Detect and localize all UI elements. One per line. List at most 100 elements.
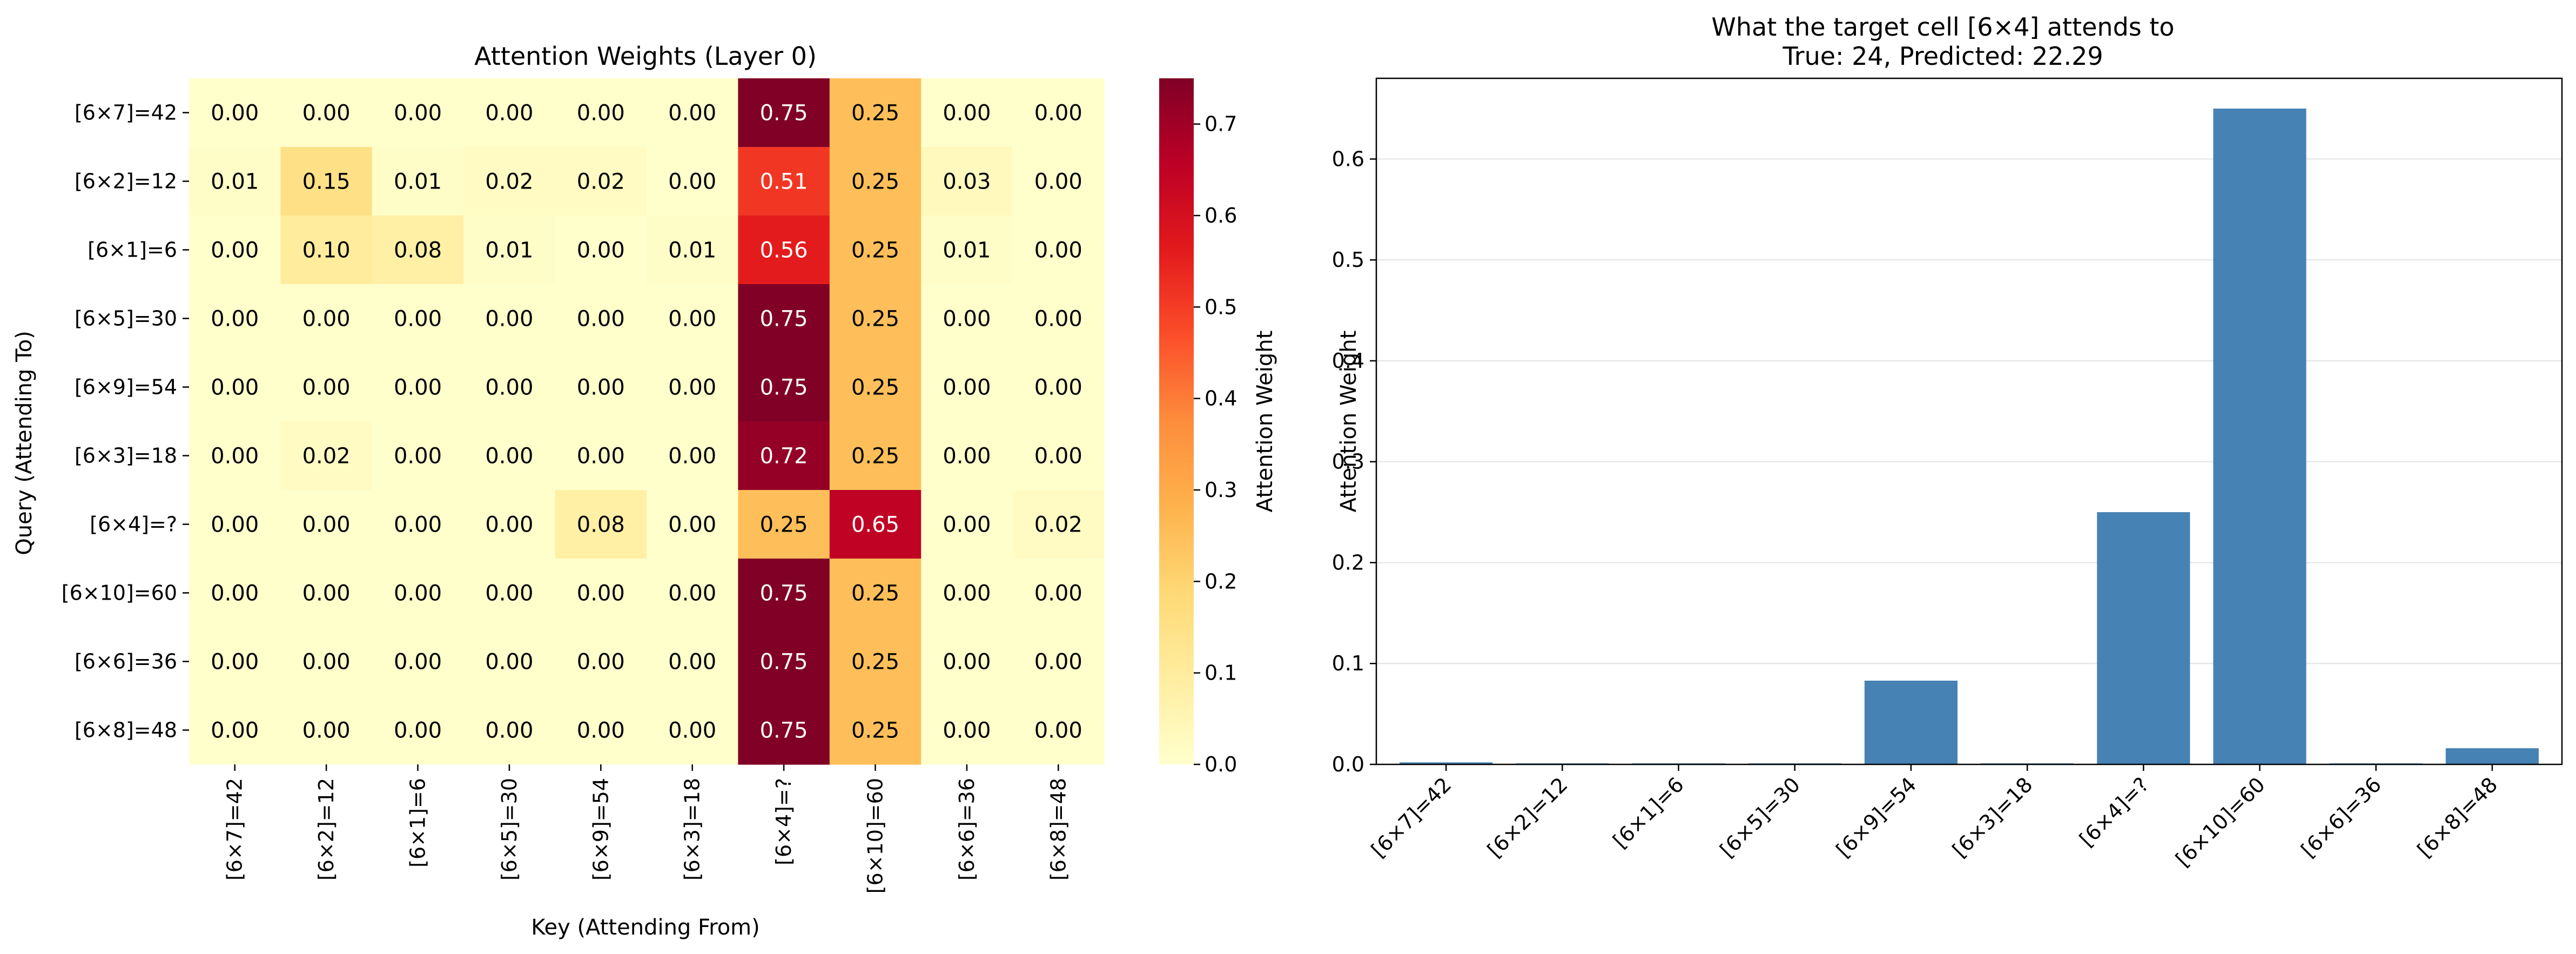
heatmap-cell-label: 0.75 [760, 718, 808, 743]
heatmap-cell [829, 353, 922, 422]
bar-chart-x-ticks: [6×7]=42 [6×2]=12 [6×1]=6 [6×5]=30 [6×9]=54 [… [1367, 764, 2502, 871]
heatmap-cell-label: 0.02 [1034, 513, 1082, 538]
heatmap-cell-label: 0.00 [577, 101, 625, 126]
heatmap-y-tick-label: [6×5]=30 [75, 307, 177, 331]
heatmap-cell-label: 0.01 [943, 238, 991, 263]
heatmap-cell [829, 559, 922, 628]
heatmap-cell [189, 353, 281, 422]
heatmap-cell-label: 0.00 [668, 581, 716, 606]
bar [1864, 680, 1958, 764]
heatmap-cell [555, 78, 647, 147]
heatmap-cell [738, 627, 830, 696]
heatmap-cell-label: 0.00 [1034, 650, 1082, 675]
heatmap-cell-label: 0.75 [760, 307, 808, 332]
bar [2445, 748, 2539, 764]
heatmap-cell [829, 216, 922, 285]
heatmap-cell-label: 0.00 [302, 307, 351, 332]
heatmap-cell [921, 559, 1013, 628]
heatmap-cell [647, 490, 738, 559]
heatmap-cell-label: 0.00 [1034, 581, 1082, 606]
heatmap-cell-label: 0.00 [943, 718, 991, 743]
colorbar-gradient [1159, 78, 1194, 764]
heatmap-cell-label: 0.00 [668, 101, 716, 126]
heatmap-cell [463, 216, 556, 285]
heatmap-cell-label: 0.00 [394, 718, 442, 743]
heatmap-cell-label: 0.03 [943, 170, 991, 194]
bar [2097, 512, 2190, 764]
bar-chart-bars [1400, 109, 2539, 764]
bar-chart-subtitle: True: 24, Predicted: 22.29 [1782, 42, 2103, 71]
heatmap-title: Attention Weights (Layer 0) [474, 42, 817, 71]
heatmap-cell [921, 421, 1013, 491]
heatmap-cell-label: 0.02 [577, 170, 625, 194]
heatmap-cell-label: 0.00 [302, 650, 351, 675]
colorbar-tick-label: 0.6 [1205, 204, 1237, 227]
heatmap-y-tick-label: [6×8]=48 [75, 718, 177, 742]
bar-chart-y-tick-label: 0.4 [1332, 349, 1364, 373]
bar-chart-x-tick-label: [6×6]=36 [2297, 772, 2386, 862]
heatmap-cell [647, 147, 738, 216]
heatmap-cell [1012, 696, 1105, 765]
heatmap-cell [1012, 627, 1105, 696]
heatmap-x-tick-label: [6×7]=42 [223, 778, 247, 881]
heatmap-cell-label: 0.02 [485, 170, 533, 194]
colorbar: 0.0 0.1 0.2 0.3 0.4 0.5 0.6 0.7 Attention Weigh… [1159, 78, 1277, 776]
heatmap-cell [463, 78, 556, 147]
heatmap-cell-label: 0.01 [668, 238, 716, 263]
heatmap-y-tick-label: [6×10]=60 [62, 581, 177, 605]
heatmap-cell-label: 0.00 [577, 307, 625, 332]
heatmap-cell [463, 353, 556, 422]
heatmap-cell [189, 696, 281, 765]
heatmap-cell [463, 559, 556, 628]
heatmap-cell-label: 0.00 [211, 718, 259, 743]
heatmap-cell-label: 0.25 [851, 238, 899, 263]
heatmap-cell-label: 0.01 [485, 238, 533, 263]
heatmap-cell [189, 421, 281, 491]
heatmap-cell [647, 216, 738, 285]
heatmap-cell-label: 0.25 [760, 513, 808, 538]
heatmap-cell [280, 147, 373, 216]
heatmap-x-axis-label: Key (Attending From) [531, 915, 760, 940]
heatmap-cell-label: 0.00 [302, 101, 351, 126]
heatmap-cell [555, 216, 647, 285]
heatmap-cell-label: 0.00 [577, 581, 625, 606]
heatmap-cell [555, 696, 647, 765]
colorbar-tick-label: 0.1 [1205, 661, 1237, 685]
heatmap-cell-label: 0.00 [1034, 101, 1082, 126]
heatmap-cell [738, 147, 830, 216]
heatmap-panel: Attention Weights (Layer 0) 0.00 0.00 0.00… [12, 42, 1105, 940]
heatmap-cell-label: 0.00 [211, 238, 259, 263]
heatmap-cell [647, 353, 738, 422]
bar-chart-y-tick-label: 0.5 [1332, 248, 1364, 272]
bar-chart-y-tick-label: 0.2 [1332, 550, 1364, 574]
heatmap-cell [647, 627, 738, 696]
heatmap-cell [921, 216, 1013, 285]
heatmap-cell-label: 0.00 [943, 513, 991, 538]
heatmap-cell-label: 0.00 [668, 307, 716, 332]
heatmap-cell [463, 696, 556, 765]
colorbar-label: Attention Weight [1253, 331, 1277, 513]
colorbar-tick-label: 0.4 [1205, 387, 1237, 411]
heatmap-cell-label: 0.00 [485, 513, 533, 538]
colorbar-tick-label: 0.2 [1205, 569, 1237, 593]
heatmap-x-tick-label: [6×1]=6 [406, 778, 430, 868]
heatmap-cell-label: 0.51 [760, 170, 808, 194]
heatmap-cell [738, 490, 830, 559]
heatmap-cell-label: 0.02 [302, 444, 351, 469]
bar-chart-y-tick-label: 0.3 [1332, 450, 1364, 474]
heatmap-cell [921, 353, 1013, 422]
bar-chart-y-axis-label: Attention Weight [1336, 331, 1361, 513]
heatmap-cell [647, 284, 738, 353]
bar-chart-frame [1375, 77, 2563, 765]
heatmap-cell-labels: 0.00 0.00 0.00 0.00 0.00 0.00 0.75 0.25 0.00 0.00… [211, 101, 1082, 743]
heatmap-cell [189, 490, 281, 559]
heatmap-cell [921, 627, 1013, 696]
heatmap-cell-label: 0.75 [760, 375, 808, 400]
heatmap-cell [1012, 490, 1105, 559]
heatmap-y-tick-label: [6×1]=6 [88, 238, 177, 262]
heatmap-cell [280, 284, 373, 353]
heatmap-cell-label: 0.00 [211, 307, 259, 332]
heatmap-cell [1012, 559, 1105, 628]
heatmap-cell [1012, 284, 1105, 353]
